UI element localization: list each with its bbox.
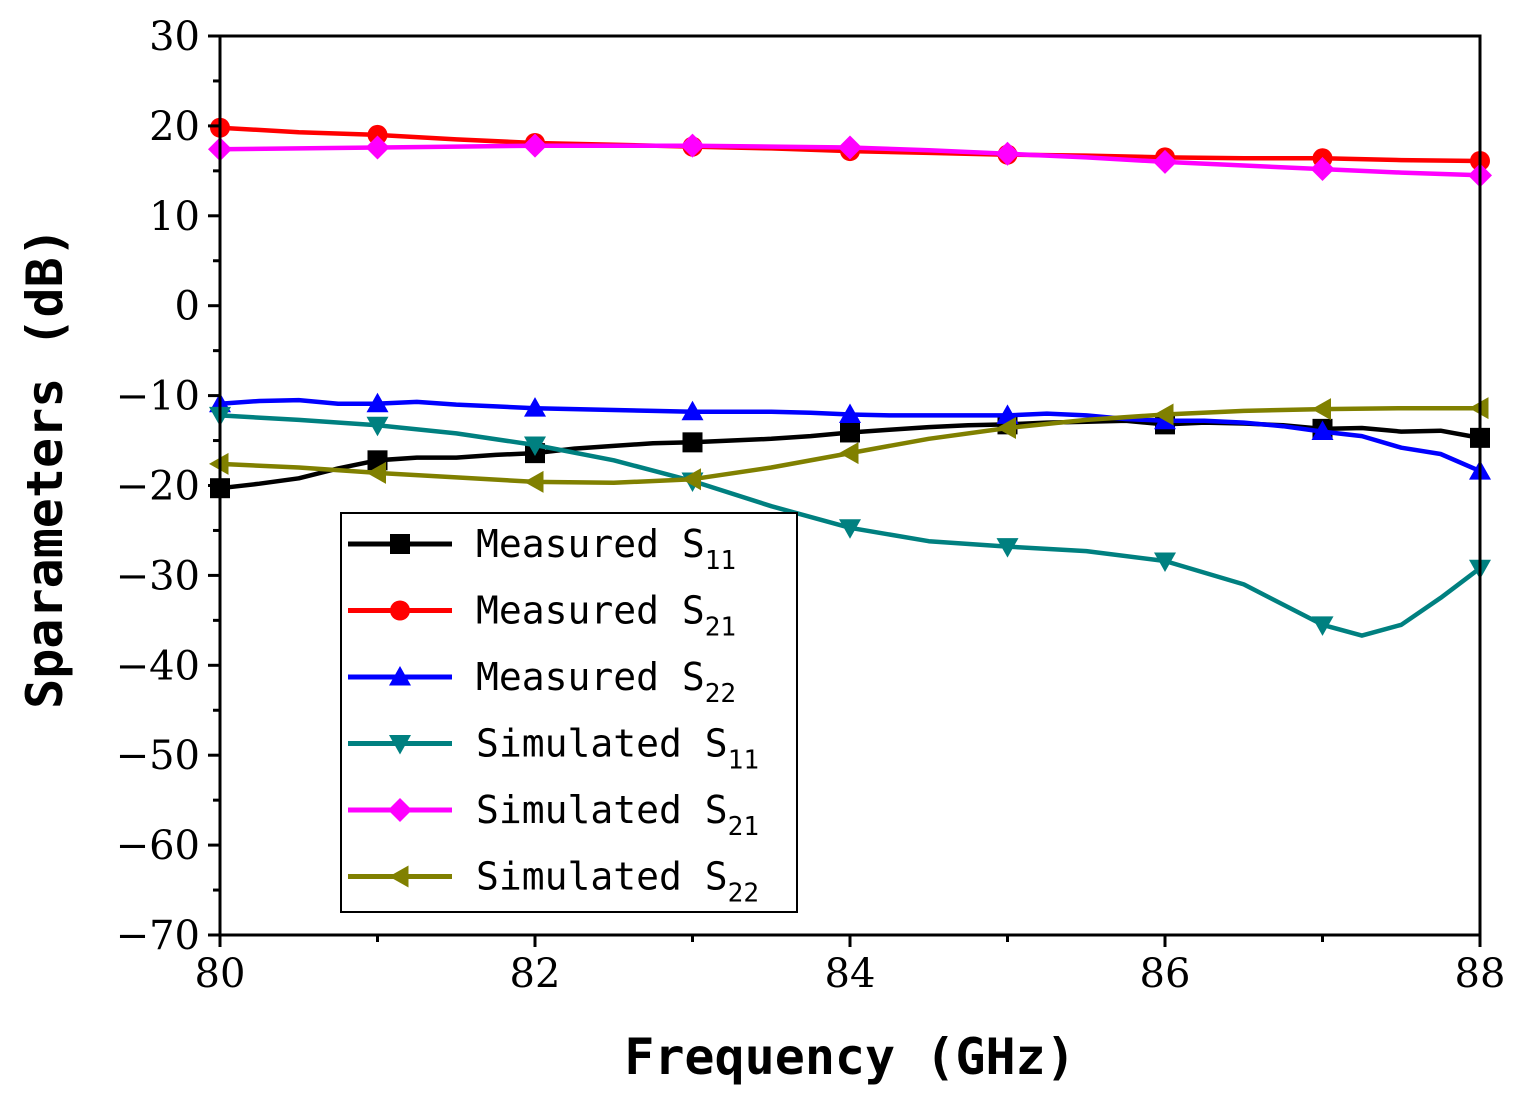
data-point (1153, 149, 1177, 174)
legend-marker (389, 735, 411, 755)
x-tick-label: 84 (825, 951, 876, 997)
data-point (996, 416, 1016, 439)
y-tick-labels: 30 20 10 0 −10 −20 −30 −40 −50 −60 −70 (116, 14, 200, 959)
data-point (523, 133, 547, 158)
x-tick-labels: 80 82 84 86 88 (195, 951, 1506, 997)
data-point (366, 392, 389, 413)
y-tick-label: 20 (149, 104, 200, 150)
data-point (681, 400, 704, 421)
data-point (367, 124, 388, 145)
y-tick-label: −50 (116, 733, 200, 779)
data-point (838, 135, 862, 160)
data-point (681, 468, 701, 491)
data-point (524, 436, 546, 457)
x-tick-label: 82 (510, 951, 561, 997)
axis-ticks (208, 34, 1482, 947)
data-point (840, 422, 860, 443)
y-tick-label: −20 (116, 464, 200, 510)
data-point (1311, 398, 1331, 421)
data-point (839, 442, 859, 465)
data-point (680, 133, 705, 158)
legend-marker (389, 865, 409, 888)
data-point (1154, 552, 1176, 573)
y-tick-label: 10 (149, 194, 200, 240)
data-point (366, 461, 386, 484)
data-point (682, 432, 703, 453)
legend-marker (389, 666, 411, 686)
data-point (366, 416, 389, 437)
y-tick-label: −40 (116, 643, 200, 689)
y-tick-label: −60 (116, 823, 200, 869)
data-point (839, 519, 861, 539)
legend-marker (390, 600, 410, 621)
x-tick-label: 86 (1140, 951, 1191, 997)
data-point (365, 135, 390, 160)
data-point (995, 141, 1020, 166)
legend-marker (390, 534, 410, 554)
y-tick-label: −30 (116, 553, 200, 599)
data-point (1310, 157, 1335, 182)
x-tick-label: 88 (1455, 951, 1506, 997)
x-axis-title: Frequency (GHz) (624, 1028, 1076, 1086)
y-axis-title: Sparameters (dB) (16, 227, 74, 709)
data-point (996, 538, 1019, 558)
y-tick-label: 0 (175, 284, 200, 330)
y-tick-label: −70 (116, 913, 200, 959)
series-layer (208, 117, 1492, 638)
y-tick-label: 30 (149, 14, 200, 60)
data-point (524, 470, 544, 493)
data-point (524, 397, 546, 417)
data-point (1311, 616, 1334, 636)
series-5 (208, 133, 1492, 188)
x-tick-label: 80 (195, 951, 246, 997)
y-tick-label: −10 (116, 374, 200, 420)
data-point (1311, 420, 1334, 441)
legend-box (340, 512, 798, 913)
data-point (839, 403, 861, 423)
data-point (1154, 403, 1174, 426)
series-line (217, 413, 1483, 638)
legend-marker (388, 798, 412, 822)
